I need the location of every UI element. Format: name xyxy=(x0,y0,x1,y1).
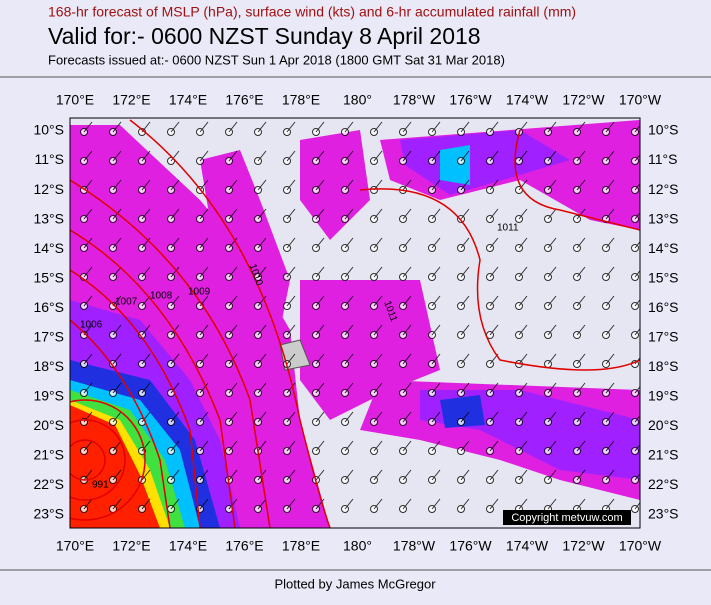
lon-label: 176°E xyxy=(225,538,263,554)
lat-label: 10°S xyxy=(33,122,64,138)
title: Valid for:- 0600 NZST Sunday 8 April 201… xyxy=(48,23,481,49)
copyright-box xyxy=(503,510,631,525)
lat-label: 14°S xyxy=(648,240,679,256)
lon-label: 172°E xyxy=(112,538,150,554)
isobar-label: 1011 xyxy=(497,223,519,234)
isobar-label: 1007 xyxy=(115,297,138,308)
axes: 170°E 170°E 172°E 172°E 174°E 174°E 176°E 176°E… xyxy=(33,92,678,554)
lat-label: 23°S xyxy=(33,506,64,522)
lat-label: 19°S xyxy=(648,388,679,404)
lat-label: 13°S xyxy=(648,210,679,226)
lat-label: 12°S xyxy=(33,181,64,197)
lon-label: 178°E xyxy=(282,538,320,554)
footer: Plotted by James McGregor xyxy=(274,576,436,591)
lat-label: 22°S xyxy=(648,476,679,492)
subtitle: 168-hr forecast of MSLP (hPa), surface w… xyxy=(48,4,576,20)
lat-label: 15°S xyxy=(33,269,64,285)
lon-label: 172°E xyxy=(112,92,150,108)
lon-label: 170°W xyxy=(619,538,662,554)
lat-label: 19°S xyxy=(33,388,64,404)
lon-label: 172°W xyxy=(562,92,605,108)
lon-label: 176°W xyxy=(449,92,492,108)
lon-label: 180° xyxy=(343,538,372,554)
lat-label: 12°S xyxy=(648,181,679,197)
lon-label: 178°W xyxy=(393,92,436,108)
lat-label: 22°S xyxy=(33,476,64,492)
isobar-label: 1009 xyxy=(188,287,211,298)
lat-label: 20°S xyxy=(648,417,679,433)
lon-label: 172°W xyxy=(562,538,605,554)
map-frame xyxy=(69,117,641,529)
lon-label: 174°E xyxy=(169,538,207,554)
lat-label: 20°S xyxy=(33,417,64,433)
lat-label: 15°S xyxy=(648,269,679,285)
isobar-label: 1006 xyxy=(80,320,103,331)
isobars xyxy=(70,119,640,528)
lon-label: 170°E xyxy=(56,538,94,554)
lat-label: 16°S xyxy=(648,299,679,315)
lat-label: 14°S xyxy=(33,240,64,256)
lon-label: 170°E xyxy=(56,92,94,108)
lon-label: 174°E xyxy=(169,92,207,108)
lon-label: 174°W xyxy=(506,538,549,554)
lat-label: 17°S xyxy=(33,328,64,344)
lat-label: 11°S xyxy=(35,151,64,167)
lon-label: 176°W xyxy=(449,538,492,554)
lat-label: 13°S xyxy=(33,210,64,226)
lat-label: 18°S xyxy=(648,358,679,374)
lon-label: 174°W xyxy=(506,92,549,108)
isobar-label: 991 xyxy=(92,480,109,491)
lat-label: 17°S xyxy=(648,328,679,344)
lon-label: 178°W xyxy=(393,538,436,554)
issued: Forecasts issued at:- 0600 NZST Sun 1 Ap… xyxy=(48,52,505,67)
isobar-label: 1008 xyxy=(150,291,173,302)
lat-label: 11°S xyxy=(648,151,677,167)
lat-label: 18°S xyxy=(33,358,64,374)
wind-barbs xyxy=(70,118,640,528)
copyright: Copyright metvuw.com xyxy=(511,512,622,524)
lon-label: 176°E xyxy=(225,92,263,108)
lat-label: 21°S xyxy=(33,447,64,463)
lat-label: 16°S xyxy=(33,299,64,315)
lon-label: 170°W xyxy=(619,92,662,108)
lon-label: 180° xyxy=(343,92,372,108)
lat-label: 23°S xyxy=(648,506,679,522)
lat-label: 21°S xyxy=(648,447,679,463)
lat-label: 10°S xyxy=(648,122,679,138)
lon-label: 178°E xyxy=(282,92,320,108)
map-area xyxy=(70,118,640,528)
